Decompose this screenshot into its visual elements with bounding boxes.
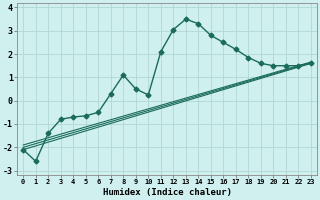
X-axis label: Humidex (Indice chaleur): Humidex (Indice chaleur) <box>103 188 232 197</box>
